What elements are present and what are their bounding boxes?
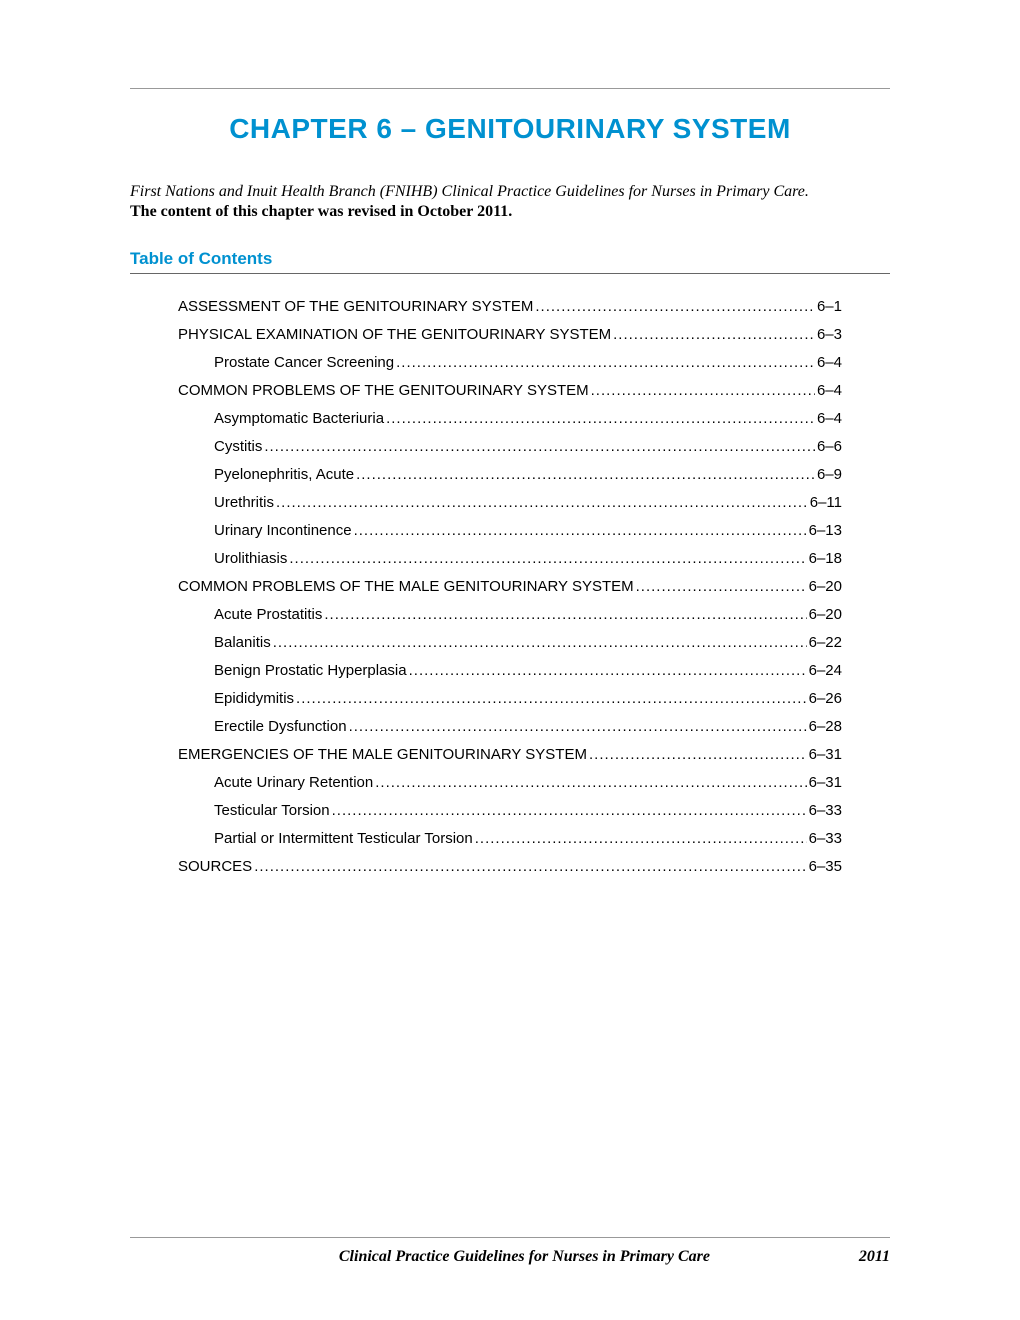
toc-entry-page: 6–11 (810, 494, 842, 511)
toc-entry-label: Testicular Torsion (214, 802, 330, 819)
toc-entry-page: 6–6 (817, 438, 842, 455)
toc-leader-dots (254, 858, 806, 875)
toc-entry-page: 6–3 (817, 326, 842, 343)
toc-entry-label: Epididymitis (214, 690, 294, 707)
toc-entry-label: Erectile Dysfunction (214, 718, 347, 735)
toc-entry-label: PHYSICAL EXAMINATION OF THE GENITOURINAR… (178, 326, 611, 343)
toc-entry[interactable]: EMERGENCIES OF THE MALE GENITOURINARY SY… (178, 746, 842, 763)
toc-leader-dots (276, 494, 808, 511)
toc-entry[interactable]: Erectile Dysfunction 6–28 (214, 718, 842, 735)
toc-leader-dots (409, 662, 807, 679)
toc-entry-page: 6–4 (817, 382, 842, 399)
toc-entry[interactable]: Acute Prostatitis 6–20 (214, 606, 842, 623)
toc-entry[interactable]: Epididymitis 6–26 (214, 690, 842, 707)
footer-rule (130, 1237, 890, 1238)
toc-leader-dots (296, 690, 807, 707)
toc-entry-page: 6–31 (809, 774, 842, 791)
toc-entry-label: Cystitis (214, 438, 262, 455)
toc-entry[interactable]: SOURCES 6–35 (178, 858, 842, 875)
toc-entry-page: 6–24 (809, 662, 842, 679)
toc-entry[interactable]: Acute Urinary Retention 6–31 (214, 774, 842, 791)
toc-entry-page: 6–20 (809, 606, 842, 623)
toc-entry[interactable]: PHYSICAL EXAMINATION OF THE GENITOURINAR… (178, 326, 842, 343)
toc-leader-dots (613, 326, 815, 343)
toc-leader-dots (264, 438, 815, 455)
toc-leader-dots (356, 466, 815, 483)
toc-leader-dots (324, 606, 806, 623)
intro-source: First Nations and Inuit Health Branch (F… (130, 183, 890, 201)
page-footer: Clinical Practice Guidelines for Nurses … (130, 1237, 890, 1266)
toc-entry[interactable]: Cystitis 6–6 (214, 438, 842, 455)
toc-entry-page: 6–9 (817, 466, 842, 483)
toc-entry[interactable]: Benign Prostatic Hyperplasia 6–24 (214, 662, 842, 679)
toc-entry-label: ASSESSMENT OF THE GENITOURINARY SYSTEM (178, 298, 533, 315)
top-rule (130, 88, 890, 89)
toc-entry[interactable]: ASSESSMENT OF THE GENITOURINARY SYSTEM 6–… (178, 298, 842, 315)
toc-entry[interactable]: Testicular Torsion 6–33 (214, 802, 842, 819)
toc-entry-page: 6–18 (809, 550, 842, 567)
toc-entry-page: 6–31 (809, 746, 842, 763)
toc-leader-dots (332, 802, 807, 819)
toc-entry-label: Benign Prostatic Hyperplasia (214, 662, 407, 679)
toc-entry[interactable]: Prostate Cancer Screening 6–4 (214, 354, 842, 371)
toc-entry-page: 6–4 (817, 354, 842, 371)
toc-leader-dots (475, 830, 807, 847)
toc-entry-label: SOURCES (178, 858, 252, 875)
toc-entry-label: Acute Urinary Retention (214, 774, 373, 791)
toc-entry-page: 6–33 (809, 802, 842, 819)
toc-entry-label: Urinary Incontinence (214, 522, 352, 539)
toc-leader-dots (349, 718, 807, 735)
toc-entry[interactable]: COMMON PROBLEMS OF THE MALE GENITOURINAR… (178, 578, 842, 595)
toc-entry-page: 6–35 (809, 858, 842, 875)
toc-entry-label: Urolithiasis (214, 550, 287, 567)
toc-leader-dots (591, 382, 815, 399)
toc-entry-page: 6–28 (809, 718, 842, 735)
toc-leader-dots (589, 746, 807, 763)
toc-entry-page: 6–26 (809, 690, 842, 707)
toc-leader-dots (396, 354, 815, 371)
toc-entry[interactable]: Urolithiasis 6–18 (214, 550, 842, 567)
intro-revision: The content of this chapter was revised … (130, 203, 890, 221)
toc-entry-page: 6–20 (809, 578, 842, 595)
toc-heading: Table of Contents (130, 249, 890, 274)
toc-entry-label: Pyelonephritis, Acute (214, 466, 354, 483)
toc-leader-dots (354, 522, 807, 539)
toc-leader-dots (636, 578, 807, 595)
toc-entry[interactable]: Pyelonephritis, Acute 6–9 (214, 466, 842, 483)
chapter-title: CHAPTER 6 – GENITOURINARY SYSTEM (130, 113, 890, 145)
toc-leader-dots (375, 774, 806, 791)
table-of-contents: ASSESSMENT OF THE GENITOURINARY SYSTEM 6–… (130, 298, 890, 875)
toc-entry-page: 6–13 (809, 522, 842, 539)
toc-entry-label: Urethritis (214, 494, 274, 511)
toc-entry-page: 6–22 (809, 634, 842, 651)
toc-leader-dots (289, 550, 806, 567)
toc-entry-label: EMERGENCIES OF THE MALE GENITOURINARY SY… (178, 746, 587, 763)
toc-entry-page: 6–33 (809, 830, 842, 847)
toc-entry[interactable]: Asymptomatic Bacteriuria 6–4 (214, 410, 842, 427)
toc-entry-label: COMMON PROBLEMS OF THE MALE GENITOURINAR… (178, 578, 634, 595)
toc-entry-page: 6–4 (817, 410, 842, 427)
toc-entry-label: Partial or Intermittent Testicular Torsi… (214, 830, 473, 847)
footer-year: 2011 (859, 1248, 890, 1266)
toc-entry-label: Asymptomatic Bacteriuria (214, 410, 384, 427)
toc-leader-dots (386, 410, 815, 427)
toc-entry-label: Prostate Cancer Screening (214, 354, 394, 371)
toc-entry[interactable]: Urinary Incontinence 6–13 (214, 522, 842, 539)
footer-title: Clinical Practice Guidelines for Nurses … (130, 1248, 859, 1266)
toc-entry-label: Acute Prostatitis (214, 606, 322, 623)
toc-entry[interactable]: Balanitis 6–22 (214, 634, 842, 651)
toc-leader-dots (273, 634, 807, 651)
toc-entry[interactable]: Partial or Intermittent Testicular Torsi… (214, 830, 842, 847)
toc-leader-dots (535, 298, 815, 315)
toc-entry[interactable]: Urethritis 6–11 (214, 494, 842, 511)
toc-entry-label: Balanitis (214, 634, 271, 651)
toc-entry-label: COMMON PROBLEMS OF THE GENITOURINARY SYS… (178, 382, 589, 399)
toc-entry-page: 6–1 (817, 298, 842, 315)
toc-entry[interactable]: COMMON PROBLEMS OF THE GENITOURINARY SYS… (178, 382, 842, 399)
